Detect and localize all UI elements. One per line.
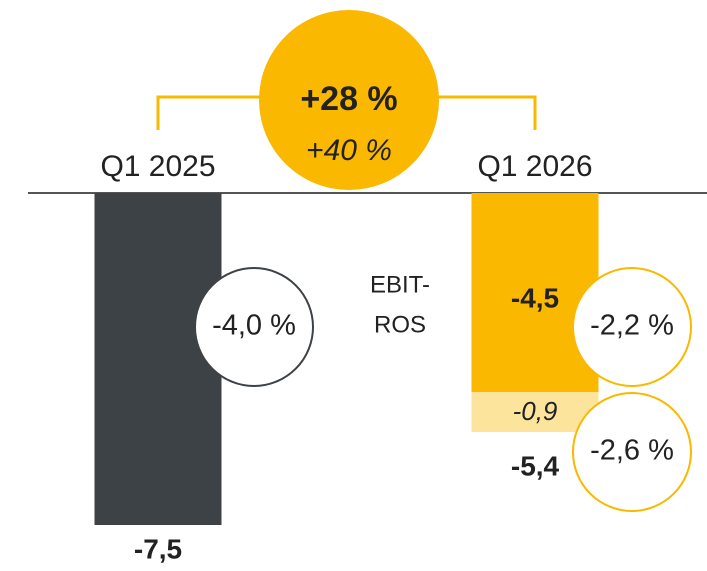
bar	[94, 193, 222, 525]
value-label: -7,5	[134, 533, 182, 564]
growth-label: +40 %	[306, 134, 392, 167]
bar	[471, 193, 599, 393]
bar	[471, 392, 599, 433]
ros-circle	[572, 267, 692, 387]
center-label: ROS	[374, 311, 426, 338]
ros-label: -2,2 %	[590, 310, 674, 342]
ros-circle	[194, 267, 314, 387]
ros-circle	[572, 392, 692, 512]
bracket	[435, 95, 537, 130]
value-label: -4,5	[511, 282, 559, 313]
total-label: -5,4	[511, 450, 560, 481]
ros-label: -2,6 %	[590, 435, 674, 467]
x-tick-label: Q1 2025	[100, 150, 215, 183]
growth-label: +28 %	[300, 80, 397, 118]
ros-label: -4,0 %	[212, 310, 296, 342]
growth-bubble	[259, 10, 439, 190]
center-label: EBIT-	[370, 271, 430, 298]
x-tick-label: Q1 2026	[477, 150, 592, 183]
value-label: -0,9	[513, 396, 558, 426]
bracket	[156, 95, 265, 130]
